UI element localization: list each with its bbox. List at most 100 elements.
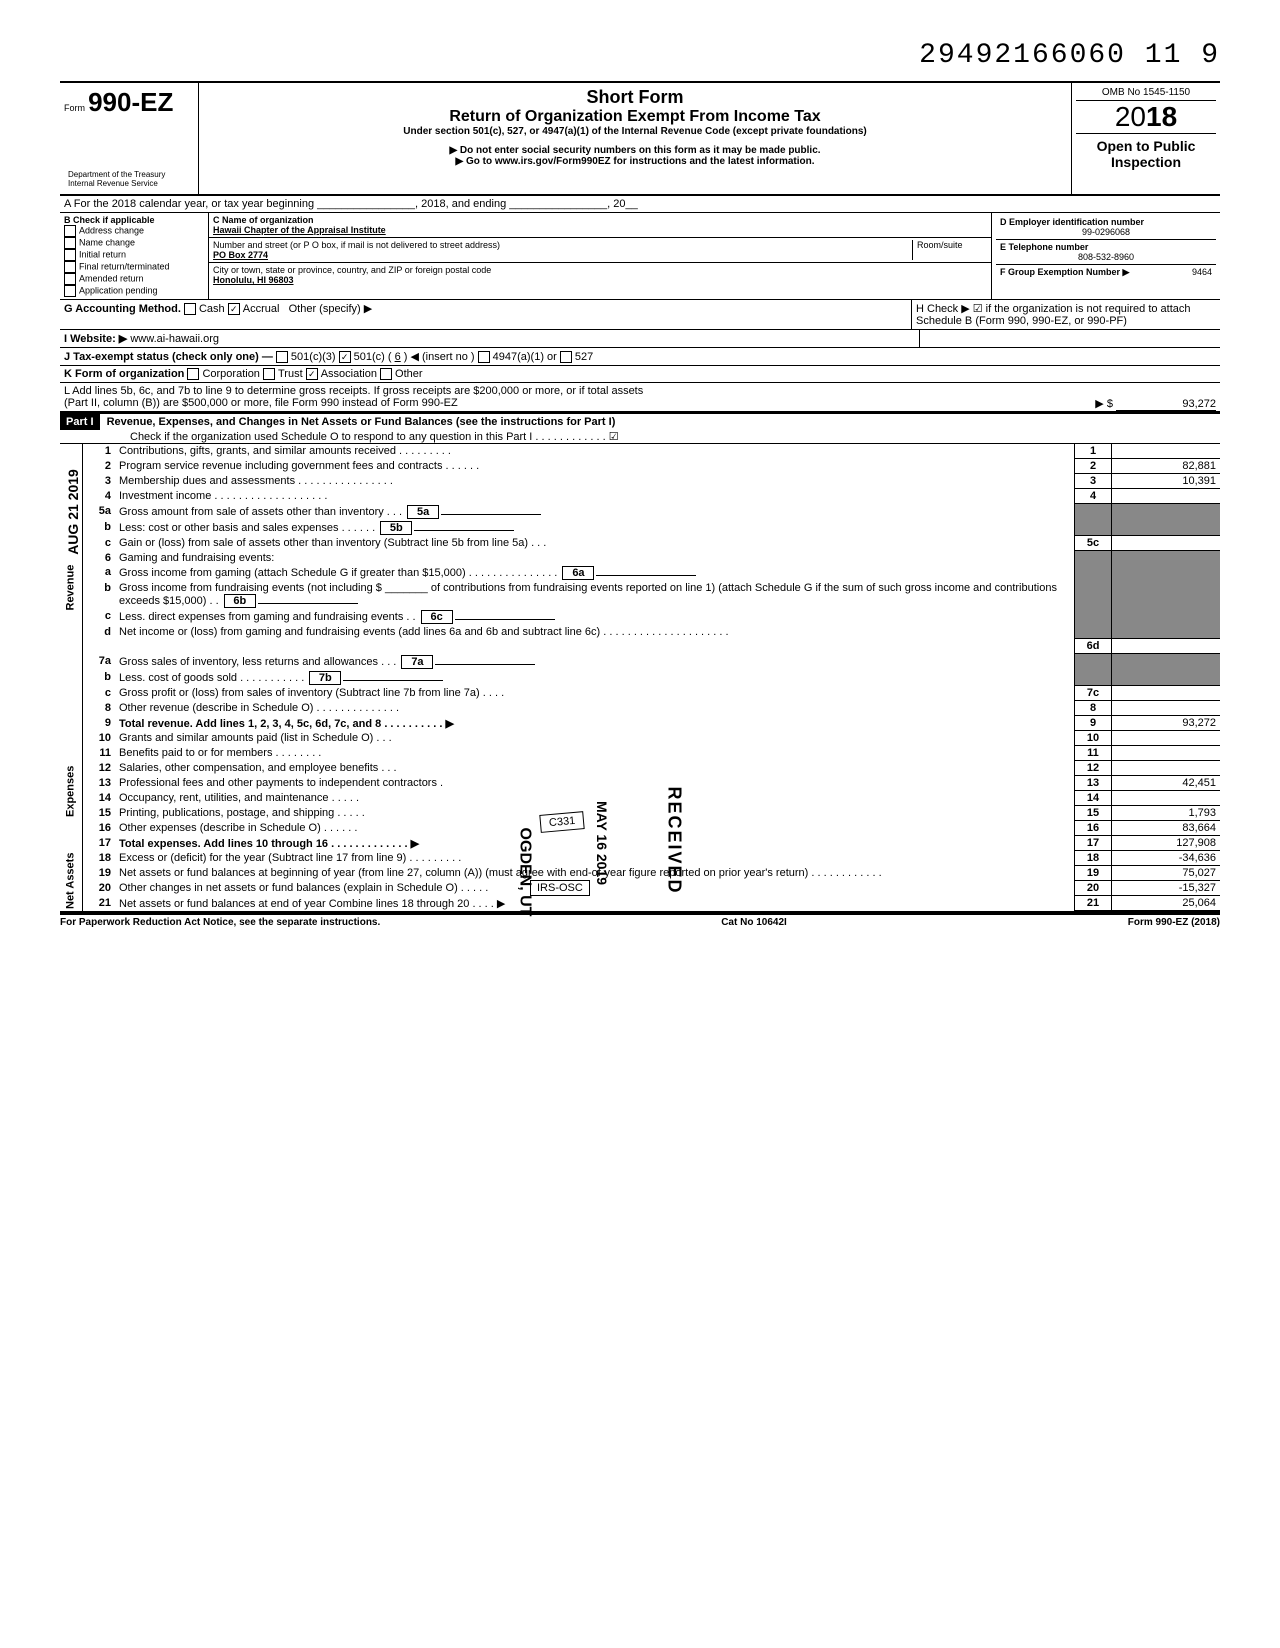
title-short: Short Form <box>207 87 1063 108</box>
section-l-text2: (Part II, column (B)) are $500,000 or mo… <box>64 397 458 409</box>
line-3-val: 10,391 <box>1112 474 1221 489</box>
checkbox-assoc[interactable] <box>306 368 318 380</box>
line-4: Investment income . . . . . . . . . . . … <box>115 489 1075 504</box>
side-revenue: Revenue <box>60 444 83 731</box>
ein: 99-0296068 <box>1000 227 1212 237</box>
line-6: Gaming and fundraising events: <box>115 551 1075 565</box>
k-opt0: Corporation <box>202 368 259 380</box>
j-opt2: 501(c) ( <box>354 351 392 363</box>
line-15-val: 1,793 <box>1112 806 1221 821</box>
website: www.ai-hawaii.org <box>130 333 219 345</box>
line-6a: Gross income from gaming (attach Schedul… <box>119 567 557 579</box>
section-k-label: K Form of organization <box>64 368 184 380</box>
footer-left: For Paperwork Reduction Act Notice, see … <box>60 917 380 928</box>
checkbox-trust[interactable] <box>263 368 275 380</box>
omb-number: OMB No 1545-1150 <box>1076 87 1216 101</box>
line-12-val <box>1112 761 1221 776</box>
checkbox-pending[interactable] <box>64 285 76 297</box>
line-5c-val <box>1112 536 1221 551</box>
form-prefix: Form <box>64 103 85 113</box>
document-id: 29492166060 11 9 <box>60 40 1220 71</box>
line-11-val <box>1112 746 1221 761</box>
section-i-label: I Website: ▶ <box>64 333 127 345</box>
title-under: Under section 501(c), 527, or 4947(a)(1)… <box>207 126 1063 137</box>
checkbox-corp[interactable] <box>187 368 199 380</box>
j-opt2b: ) ◀ (insert no ) <box>404 351 475 363</box>
line-7a: Gross sales of inventory, less returns a… <box>119 656 396 668</box>
stamp-received: RECEIVED <box>664 787 685 895</box>
line-13: Professional fees and other payments to … <box>115 776 1075 791</box>
line-6d-val <box>1112 639 1221 654</box>
checkbox-accrual[interactable] <box>228 303 240 315</box>
cb-label-2: Initial return <box>79 249 126 259</box>
cb-label-3: Final return/terminated <box>79 261 170 271</box>
line-12: Salaries, other compensation, and employ… <box>115 761 1075 776</box>
section-f-label: F Group Exemption Number ▶ <box>1000 267 1129 277</box>
dept-line2: Internal Revenue Service <box>68 179 190 188</box>
line-21-val: 25,064 <box>1112 896 1221 911</box>
checkbox-name-change[interactable] <box>64 237 76 249</box>
checkbox-527[interactable] <box>560 351 572 363</box>
j-opt1: 501(c)(3) <box>291 351 336 363</box>
line-6c: Less. direct expenses from gaming and fu… <box>119 611 416 623</box>
box-6c: 6c <box>421 610 453 624</box>
stamp-ogden: OGDEN, UT <box>515 828 533 917</box>
title-note2: ▶ Go to www.irs.gov/Form990EZ for instru… <box>207 156 1063 167</box>
stamp-date: MAY 16 2019 <box>594 801 610 885</box>
part1-label: Part I <box>60 414 100 430</box>
dept-line1: Department of the Treasury <box>68 170 190 179</box>
section-h: H Check ▶ ☑ if the organization is not r… <box>911 300 1220 329</box>
line-7c-val <box>1112 686 1221 701</box>
box-7a: 7a <box>401 655 433 669</box>
line-20-val: -15,327 <box>1112 881 1221 896</box>
section-j-label: J Tax-exempt status (check only one) — <box>64 351 273 363</box>
section-b-label: B Check if applicable <box>64 215 155 225</box>
line-10-val <box>1112 731 1221 746</box>
line-14-val <box>1112 791 1221 806</box>
line-13-val: 42,451 <box>1112 776 1221 791</box>
line-3: Membership dues and assessments . . . . … <box>115 474 1075 489</box>
other-label: Other (specify) ▶ <box>289 303 373 315</box>
form-number: 990-EZ <box>88 87 173 117</box>
checkbox-4947[interactable] <box>478 351 490 363</box>
part1-check: Check if the organization used Schedule … <box>60 431 619 443</box>
cb-label-4: Amended return <box>79 273 144 283</box>
side-expenses: Expenses <box>60 731 83 851</box>
line-19-val: 75,027 <box>1112 866 1221 881</box>
phone: 808-532-8960 <box>1000 252 1212 262</box>
line-11: Benefits paid to or for members . . . . … <box>115 746 1075 761</box>
line-4-val <box>1112 489 1221 504</box>
checkbox-501c[interactable] <box>339 351 351 363</box>
checkbox-amended[interactable] <box>64 273 76 285</box>
lines-table: Revenue 1Contributions, gifts, grants, a… <box>60 444 1220 911</box>
line-21: Net assets or fund balances at end of ye… <box>115 896 1075 911</box>
section-e-label: E Telephone number <box>1000 242 1088 252</box>
line-10: Grants and similar amounts paid (list in… <box>115 731 1075 746</box>
side-netassets: Net Assets <box>60 851 83 911</box>
checkbox-address-change[interactable] <box>64 225 76 237</box>
checkbox-final[interactable] <box>64 261 76 273</box>
checkbox-initial[interactable] <box>64 249 76 261</box>
city-label: City or town, state or province, country… <box>213 265 491 275</box>
cb-label-1: Name change <box>79 237 135 247</box>
footer-mid: Cat No 10642I <box>721 917 787 928</box>
title-note1: ▶ Do not enter social security numbers o… <box>207 145 1063 156</box>
section-l-text1: L Add lines 5b, 6c, and 7b to line 9 to … <box>64 385 643 397</box>
org-city: Honolulu, HI 96803 <box>213 275 294 285</box>
box-6b: 6b <box>224 594 256 608</box>
checkbox-other[interactable] <box>380 368 392 380</box>
cash-label: Cash <box>199 303 225 315</box>
k-opt1: Trust <box>278 368 303 380</box>
box-5b: 5b <box>380 521 412 535</box>
form-header: Form 990-EZ Department of the Treasury I… <box>60 81 1220 196</box>
accrual-label: Accrual <box>243 303 280 315</box>
k-opt3: Other <box>395 368 423 380</box>
checkbox-cash[interactable] <box>184 303 196 315</box>
line-5c: Gain or (loss) from sale of assets other… <box>115 536 1075 551</box>
line-2-val: 82,881 <box>1112 459 1221 474</box>
line-1: Contributions, gifts, grants, and simila… <box>115 444 1075 459</box>
line-17: Total expenses. Add lines 10 through 16 … <box>119 838 419 850</box>
group-exemption: 9464 <box>1192 267 1212 277</box>
checkbox-501c3[interactable] <box>276 351 288 363</box>
line-6d: Net income or (loss) from gaming and fun… <box>115 625 1075 639</box>
